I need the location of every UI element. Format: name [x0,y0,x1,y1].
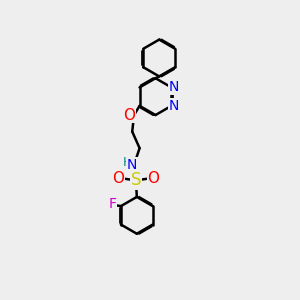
Text: N: N [169,99,179,113]
Text: O: O [147,171,159,186]
Text: F: F [109,197,117,211]
Text: S: S [131,171,141,189]
Text: N: N [169,80,179,94]
Text: N: N [127,158,137,172]
Text: O: O [112,171,124,186]
Text: O: O [124,107,136,122]
Text: H: H [123,156,132,170]
